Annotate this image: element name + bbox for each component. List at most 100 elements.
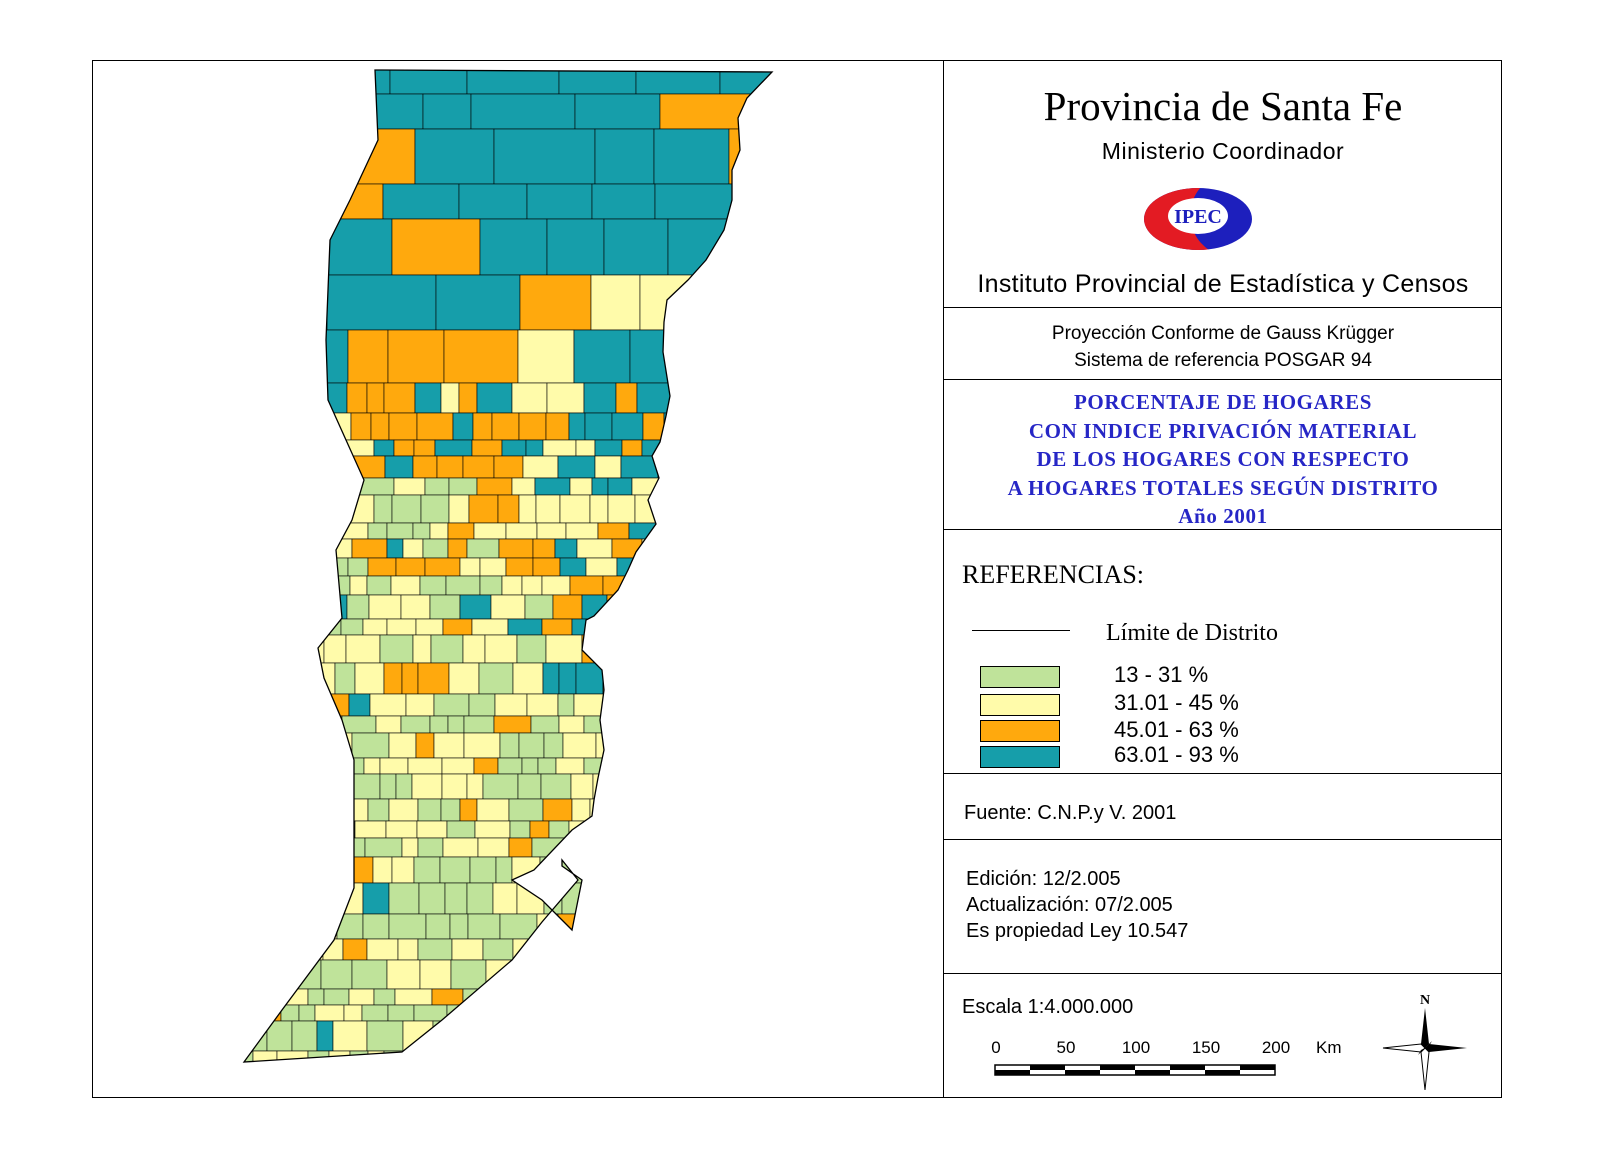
district-polygon — [265, 557, 300, 577]
district-polygon — [721, 412, 759, 441]
district-polygon — [583, 715, 607, 734]
district-polygon — [244, 837, 270, 858]
district-polygon — [775, 758, 802, 774]
district-polygon — [771, 439, 772, 457]
district-polygon — [244, 820, 258, 839]
district-polygon — [655, 1004, 690, 1022]
district-polygon — [697, 715, 735, 734]
district-polygon — [480, 1050, 509, 1062]
district-polygon — [473, 757, 499, 775]
district-polygon — [268, 837, 291, 858]
district-polygon — [575, 662, 604, 695]
district-polygon — [594, 455, 622, 479]
district-polygon — [663, 837, 700, 858]
district-polygon — [621, 439, 643, 457]
district-polygon — [594, 128, 655, 185]
district-polygon — [612, 798, 644, 822]
district-polygon — [558, 1050, 580, 1062]
district-polygon — [494, 693, 528, 717]
page-title: Provincia de Santa Fe — [1043, 83, 1403, 129]
district-polygon — [547, 1004, 578, 1022]
district-polygon — [286, 757, 312, 775]
district-polygon — [555, 757, 585, 775]
district-polygon — [534, 477, 571, 496]
district-polygon — [557, 693, 575, 717]
map-frame — [92, 60, 1502, 1098]
district-polygon — [323, 988, 350, 1006]
district-polygon — [501, 439, 527, 457]
district-polygon — [384, 455, 414, 479]
district-polygon — [386, 959, 421, 990]
legend-label-1: 13 - 31 % — [1114, 662, 1209, 687]
district-polygon — [305, 798, 324, 822]
district-polygon — [407, 757, 443, 775]
district-polygon — [415, 732, 435, 759]
district-polygon — [629, 329, 733, 384]
district-polygon — [763, 1004, 772, 1022]
district-polygon — [468, 693, 496, 717]
district-polygon — [296, 183, 384, 220]
district-polygon — [385, 820, 418, 839]
district-polygon — [716, 618, 740, 636]
district-polygon — [573, 329, 631, 384]
district-polygon — [602, 1067, 621, 1085]
district-polygon — [492, 882, 518, 915]
district-polygon — [292, 959, 322, 990]
district-polygon — [415, 618, 444, 636]
district-polygon — [775, 694, 798, 716]
district-polygon — [511, 477, 536, 496]
district-polygon — [256, 882, 274, 915]
district-polygon — [474, 820, 511, 839]
district-polygon — [419, 575, 447, 596]
district-polygon — [625, 732, 661, 759]
ipec-logo: IPEC — [1142, 186, 1254, 257]
district-polygon — [364, 837, 403, 858]
district-polygon — [658, 798, 694, 822]
district-polygon — [400, 715, 431, 734]
district-polygon — [336, 913, 364, 940]
district-polygon — [532, 538, 556, 559]
district-polygon — [537, 757, 557, 775]
district-polygon — [252, 1050, 278, 1062]
district-polygon — [414, 128, 495, 185]
district-polygon — [466, 773, 484, 800]
district-polygon — [590, 856, 609, 884]
reference-system-line: Sistema de referencia POSGAR 94 — [1074, 350, 1372, 371]
district-polygon — [660, 988, 687, 1006]
district-polygon — [370, 412, 390, 441]
district-polygon — [244, 693, 261, 717]
district-polygon — [575, 439, 596, 457]
district-polygon — [619, 757, 658, 775]
district-polygon — [388, 798, 419, 822]
district-polygon — [645, 913, 673, 940]
district-polygon — [511, 382, 548, 414]
district-polygon — [412, 455, 438, 479]
district-polygon — [765, 882, 772, 915]
district-polygon — [591, 477, 609, 496]
district-polygon — [244, 439, 265, 457]
district-polygon — [400, 594, 431, 620]
edition-date: Edición: 12/2.005 — [966, 868, 1121, 890]
map-area — [92, 60, 944, 1098]
district-polygon — [780, 960, 811, 989]
district-polygon — [727, 913, 757, 940]
district-polygon — [351, 732, 390, 759]
district-polygon — [655, 575, 689, 596]
district-polygon — [261, 382, 279, 414]
district-polygon — [512, 662, 544, 695]
district-polygon — [735, 988, 765, 1006]
district-polygon — [692, 494, 729, 524]
district-polygon — [316, 693, 350, 717]
district-polygon — [266, 1020, 293, 1052]
district-polygon — [686, 959, 708, 990]
district-polygon — [647, 837, 665, 858]
district-polygon — [444, 1067, 463, 1085]
district-polygon — [267, 634, 288, 664]
district-polygon — [286, 820, 324, 839]
district-polygon — [569, 575, 604, 596]
district-polygon — [559, 557, 587, 577]
district-polygon — [463, 715, 495, 734]
district-polygon — [576, 1004, 607, 1022]
district-polygon — [440, 798, 461, 822]
district-polygon — [244, 575, 251, 596]
